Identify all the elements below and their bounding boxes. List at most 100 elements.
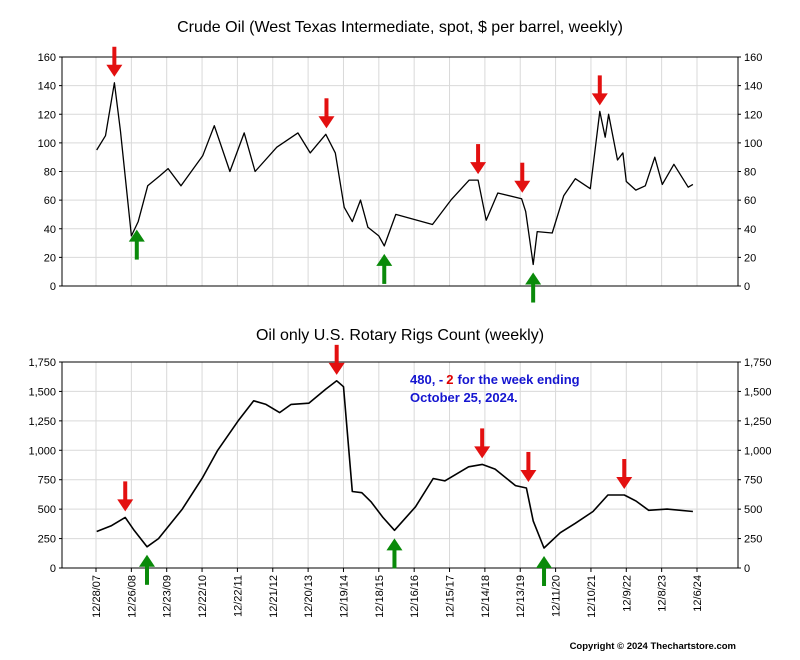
rig-count-annotation: 480, -2 for the week ending October 25, 2… <box>410 372 580 405</box>
trough-arrow-head <box>525 272 542 285</box>
peak-arrow-head <box>117 499 134 512</box>
y-tick-label-left: 140 <box>38 81 56 93</box>
y-tick-label-right: 80 <box>744 167 756 179</box>
x-tick-label: 12/19/14 <box>338 575 350 618</box>
x-tick-label: 12/18/15 <box>374 575 386 618</box>
y-tick-label-left: 1,250 <box>28 416 56 428</box>
peak-arrow <box>514 162 531 193</box>
peak-arrow-head <box>520 469 537 482</box>
y-tick-label-left: 500 <box>38 504 56 516</box>
peak-arrow-head <box>616 477 633 490</box>
trough-arrow-head <box>138 554 155 567</box>
crude-chart-title: Crude Oil (West Texas Intermediate, spot… <box>177 19 623 36</box>
y-tick-label-right: 1,750 <box>744 357 772 369</box>
y-tick-label-right: 500 <box>744 504 762 516</box>
y-tick-label-left: 40 <box>44 224 56 236</box>
y-tick-label-left: 160 <box>38 52 56 64</box>
x-tick-label: 12/11/20 <box>551 575 563 617</box>
trough-arrow-head <box>376 253 393 266</box>
annotation-separator: , - <box>432 372 444 387</box>
trough-arrow <box>128 229 145 260</box>
y-tick-label-left: 0 <box>50 563 56 575</box>
trough-arrow-head <box>386 538 403 551</box>
y-tick-label-right: 750 <box>744 475 762 487</box>
trough-arrow <box>536 555 553 586</box>
y-tick-label-right: 100 <box>744 138 762 150</box>
y-tick-label-left: 1,750 <box>28 357 56 369</box>
y-tick-label-left: 750 <box>38 475 56 487</box>
peak-arrow <box>591 75 608 106</box>
x-tick-label: 12/6/24 <box>692 575 704 612</box>
x-tick-label: 12/28/07 <box>91 575 103 618</box>
y-tick-label-right: 1,250 <box>744 416 772 428</box>
y-tick-label-right: 1,000 <box>744 445 772 457</box>
y-tick-label-right: 140 <box>744 81 762 93</box>
rig-count-line <box>96 380 693 549</box>
y-tick-label-left: 80 <box>44 167 56 179</box>
rigs-chart-title: Oil only U.S. Rotary Rigs Count (weekly) <box>256 327 544 344</box>
trough-arrow <box>386 538 403 569</box>
x-tick-label: 12/13/19 <box>515 575 527 618</box>
annotation-weekly-change: 2 <box>446 372 453 387</box>
y-tick-label-left: 0 <box>50 281 56 293</box>
y-tick-label-left: 250 <box>38 534 56 546</box>
peak-arrow <box>318 98 335 129</box>
x-tick-label: 12/10/21 <box>586 575 598 618</box>
peak-arrow-head <box>470 162 487 175</box>
peak-arrow <box>470 144 487 175</box>
y-tick-label-left: 100 <box>38 138 56 150</box>
peak-arrow-head <box>106 64 123 77</box>
annotation-suffix: for the week ending <box>458 372 580 387</box>
x-tick-label: 12/16/16 <box>409 575 421 618</box>
peak-arrow <box>520 451 537 482</box>
annotation-rig-value: 480 <box>410 372 432 387</box>
y-tick-label-right: 1,500 <box>744 386 772 398</box>
copyright-notice: Copyright © 2024 Thechartstore.com <box>570 641 736 652</box>
x-tick-label: 12/14/18 <box>480 575 492 618</box>
rigs-plot-frame <box>61 361 739 569</box>
x-tick-label: 12/26/08 <box>126 575 138 618</box>
y-tick-label-right: 20 <box>744 252 756 264</box>
annotation-date: October 25, 2024. <box>410 390 518 405</box>
y-tick-label-right: 160 <box>744 52 762 64</box>
crude-plot-frame <box>61 56 739 287</box>
crude-price-line <box>96 82 694 266</box>
x-tick-label: 12/23/09 <box>162 575 174 618</box>
y-tick-label-left: 120 <box>38 109 56 121</box>
y-tick-label-right: 60 <box>744 195 756 207</box>
x-tick-label: 12/20/13 <box>303 575 315 618</box>
trough-arrow <box>138 554 155 585</box>
peak-arrow-head <box>318 116 335 129</box>
trough-arrow-head <box>536 555 553 568</box>
trough-arrow-head <box>128 229 145 242</box>
y-tick-label-right: 120 <box>744 109 762 121</box>
trough-arrow <box>376 253 393 284</box>
peak-arrow <box>117 481 134 512</box>
y-tick-label-left: 1,500 <box>28 386 56 398</box>
x-axis-ticks: 12/28/07 12/26/08 12/23/09 12/22/10 12/22/11… <box>91 568 704 618</box>
y-tick-label-left: 1,000 <box>28 445 56 457</box>
peak-arrow-head <box>474 446 491 459</box>
peak-arrow-head <box>328 362 345 375</box>
y-tick-label-right: 0 <box>744 281 750 293</box>
y-tick-label-right: 40 <box>744 224 756 236</box>
x-tick-label: 12/21/12 <box>268 575 280 618</box>
rigs-panel: 0 250 500 750 1,000 1,250 1,500 1,750 0 250 500 75… <box>28 344 772 586</box>
x-tick-label: 12/15/17 <box>445 575 457 618</box>
peak-arrow <box>328 344 345 375</box>
y-tick-label-left: 60 <box>44 195 56 207</box>
y-tick-label-right: 250 <box>744 534 762 546</box>
peak-arrow-head <box>591 93 608 106</box>
y-tick-label-left: 20 <box>44 252 56 264</box>
peak-arrow-head <box>514 180 531 193</box>
x-tick-label: 12/22/10 <box>197 575 209 618</box>
crude-panel: 0 20 40 60 80 100 120 140 160 0 20 40 60 80 100 120 140… <box>38 46 762 303</box>
x-tick-label: 12/22/11 <box>232 575 244 617</box>
trough-arrow <box>525 272 542 303</box>
x-tick-label: 12/8/23 <box>657 575 669 612</box>
peak-arrow <box>474 428 491 459</box>
peak-arrow <box>616 459 633 490</box>
